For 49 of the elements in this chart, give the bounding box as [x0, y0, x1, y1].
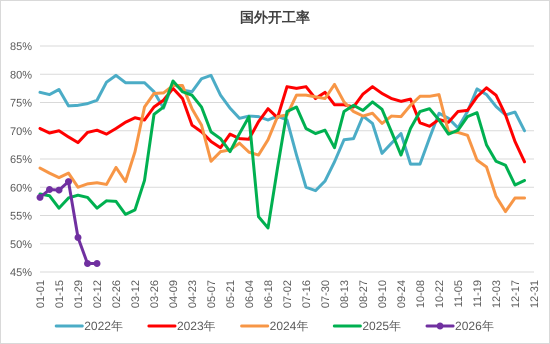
x-tick-label: 01-01 — [35, 280, 47, 308]
x-tick-label: 06-18 — [263, 280, 275, 308]
x-tick-label: 08-13 — [339, 280, 351, 308]
x-tick-label: 11-05 — [453, 280, 465, 308]
y-tick-label: 55% — [10, 210, 32, 222]
x-tick-label: 11-19 — [472, 280, 484, 308]
x-tick-label: 03-26 — [149, 280, 161, 308]
x-tick-label: 12-31 — [529, 280, 541, 308]
chart-title: 国外开工率 — [240, 9, 310, 25]
x-tick-label: 05-07 — [206, 280, 218, 308]
x-tick-label: 04-23 — [187, 280, 199, 308]
x-tick-label: 07-16 — [301, 280, 313, 308]
x-tick-label: 01-15 — [54, 280, 66, 308]
x-tick-label: 05-21 — [225, 280, 237, 308]
x-tick-label: 08-27 — [358, 280, 370, 308]
point — [36, 194, 44, 201]
x-tick-label: 03-12 — [130, 280, 142, 308]
legend-label: 2025年 — [362, 319, 402, 333]
y-tick-label: 70% — [10, 126, 32, 138]
point — [46, 186, 53, 194]
point — [65, 178, 72, 186]
point — [56, 186, 62, 194]
y-tick-label: 85% — [10, 41, 32, 53]
y-tick-label: 75% — [10, 98, 32, 110]
y-tick-label: 80% — [10, 69, 32, 82]
x-tick-label: 09-24 — [396, 280, 408, 308]
y-tick-label: 60% — [10, 182, 32, 194]
x-tick-label: 06-04 — [244, 280, 256, 308]
legend-label: 2022年 — [84, 319, 123, 333]
legend-label: 2024年 — [270, 319, 308, 333]
legend-label: 2026年 — [455, 319, 494, 333]
x-tick-label: 10-08 — [415, 280, 427, 308]
x-tick-label: 02-26 — [111, 280, 123, 308]
x-tick-label: 09-10 — [377, 280, 389, 308]
x-tick-label: 02-12 — [92, 280, 104, 308]
x-tick-label: 04-09 — [168, 280, 180, 308]
x-tick-label: 07-02 — [282, 280, 294, 308]
point — [84, 260, 91, 268]
y-tick-label: 45% — [10, 267, 32, 279]
x-tick-label: 01-29 — [73, 280, 85, 308]
y-tick-label: 50% — [10, 238, 32, 251]
x-tick-label: 10-22 — [434, 280, 446, 308]
x-tick-label: 07-30 — [320, 280, 332, 308]
y-tick-label: 65% — [10, 154, 32, 166]
point — [74, 234, 82, 242]
x-tick-label: 12-17 — [510, 280, 522, 308]
point — [94, 260, 100, 268]
legend-label: 2023年 — [176, 319, 216, 333]
x-tick-label: 12-03 — [491, 280, 503, 308]
